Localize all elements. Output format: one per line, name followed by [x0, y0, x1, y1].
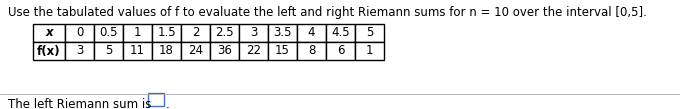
Bar [33, 24, 65, 42]
Bar [181, 24, 210, 42]
Text: 3: 3 [75, 44, 83, 58]
Bar [152, 42, 181, 60]
Bar [297, 24, 326, 42]
Text: .: . [166, 98, 170, 109]
Bar [210, 42, 239, 60]
Bar [355, 42, 384, 60]
Text: 2: 2 [192, 26, 199, 39]
Bar [123, 24, 152, 42]
Text: 4: 4 [308, 26, 316, 39]
Bar [239, 24, 268, 42]
Bar [94, 42, 123, 60]
Text: 15: 15 [275, 44, 290, 58]
Text: 18: 18 [159, 44, 174, 58]
Text: The left Riemann sum is: The left Riemann sum is [8, 98, 152, 109]
Bar [355, 24, 384, 42]
Text: x: x [45, 26, 53, 39]
Text: 3.5: 3.5 [273, 26, 292, 39]
Text: 22: 22 [246, 44, 261, 58]
Text: 0.5: 0.5 [99, 26, 118, 39]
Bar [239, 42, 268, 60]
Text: 36: 36 [217, 44, 232, 58]
Bar [268, 42, 297, 60]
Text: 5: 5 [105, 44, 112, 58]
Text: Use the tabulated values of f to evaluate the left and right Riemann sums for n : Use the tabulated values of f to evaluat… [8, 6, 647, 19]
Bar [297, 42, 326, 60]
Text: 4.5: 4.5 [331, 26, 350, 39]
Text: f(x): f(x) [37, 44, 61, 58]
Text: 8: 8 [308, 44, 316, 58]
Text: 2.5: 2.5 [215, 26, 234, 39]
Bar [65, 42, 94, 60]
Bar [33, 42, 65, 60]
Text: 1: 1 [134, 26, 141, 39]
Text: 6: 6 [337, 44, 344, 58]
Text: 0: 0 [75, 26, 83, 39]
Bar [65, 24, 94, 42]
Bar [210, 24, 239, 42]
Bar [326, 42, 355, 60]
Text: 24: 24 [188, 44, 203, 58]
Bar [268, 24, 297, 42]
Text: 11: 11 [130, 44, 145, 58]
Text: 1: 1 [366, 44, 373, 58]
Text: 1.5: 1.5 [157, 26, 176, 39]
Bar [148, 93, 164, 106]
Text: 3: 3 [250, 26, 257, 39]
Bar [326, 24, 355, 42]
Bar [123, 42, 152, 60]
Text: 5: 5 [366, 26, 373, 39]
Bar [152, 24, 181, 42]
Bar [181, 42, 210, 60]
Bar [94, 24, 123, 42]
